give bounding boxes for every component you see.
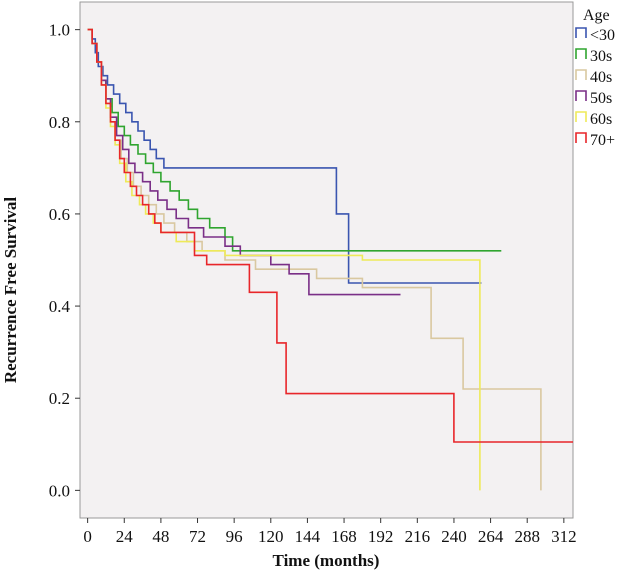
legend-title: Age bbox=[583, 7, 610, 24]
legend-entry: 30s bbox=[590, 48, 612, 65]
legend-entry: 70+ bbox=[590, 132, 615, 149]
x-tick-label: 24 bbox=[116, 527, 134, 546]
legend-swatch bbox=[575, 27, 587, 38]
x-tick-label: 240 bbox=[441, 527, 467, 546]
series-line-5 bbox=[87, 28, 573, 443]
x-tick-label: 48 bbox=[152, 527, 169, 546]
legend-swatch bbox=[575, 132, 587, 143]
y-tick-label: 0.6 bbox=[49, 205, 70, 224]
x-tick-label: 0 bbox=[83, 527, 92, 546]
axis-ticks bbox=[75, 29, 565, 523]
legend-entry: 50s bbox=[590, 90, 612, 107]
x-tick-label: 288 bbox=[514, 527, 540, 546]
series-line-0 bbox=[87, 28, 482, 284]
y-tick-label: 0.4 bbox=[49, 297, 71, 316]
series-line-3 bbox=[87, 28, 401, 296]
x-axis-title: Time (months) bbox=[273, 551, 380, 570]
x-tick-label: 120 bbox=[258, 527, 284, 546]
x-tick-label: 144 bbox=[295, 527, 321, 546]
x-tick-label: 72 bbox=[189, 527, 206, 546]
x-tick-label: 192 bbox=[368, 527, 394, 546]
series-layer bbox=[87, 28, 573, 491]
y-tick-label: 0.0 bbox=[49, 481, 70, 500]
tick-labels: 0 24 48 72 96 120 144 168 192 216 240 264 288 312 0.0 0… bbox=[49, 21, 577, 546]
x-tick-label: 312 bbox=[551, 527, 577, 546]
y-tick-label: 1.0 bbox=[49, 21, 70, 40]
legend-swatch bbox=[575, 48, 587, 59]
x-tick-label: 216 bbox=[405, 527, 431, 546]
legend-entry: 60s bbox=[590, 111, 612, 128]
y-axis-title: Recurrence Free Survival bbox=[1, 197, 20, 384]
x-tick-label: 96 bbox=[226, 527, 243, 546]
y-tick-label: 0.2 bbox=[49, 389, 70, 408]
x-tick-label: 264 bbox=[478, 527, 504, 546]
legend: Age <30 30s 40s 50s 60s 70+ bbox=[575, 7, 615, 149]
legend-swatch bbox=[575, 111, 587, 122]
x-tick-label: 168 bbox=[331, 527, 357, 546]
legend-entry: <30 bbox=[590, 27, 615, 44]
plot-area bbox=[79, 1, 574, 519]
legend-swatch bbox=[575, 69, 587, 80]
y-tick-label: 0.8 bbox=[49, 113, 70, 132]
legend-swatch bbox=[575, 90, 587, 101]
legend-entry: 40s bbox=[590, 69, 612, 86]
